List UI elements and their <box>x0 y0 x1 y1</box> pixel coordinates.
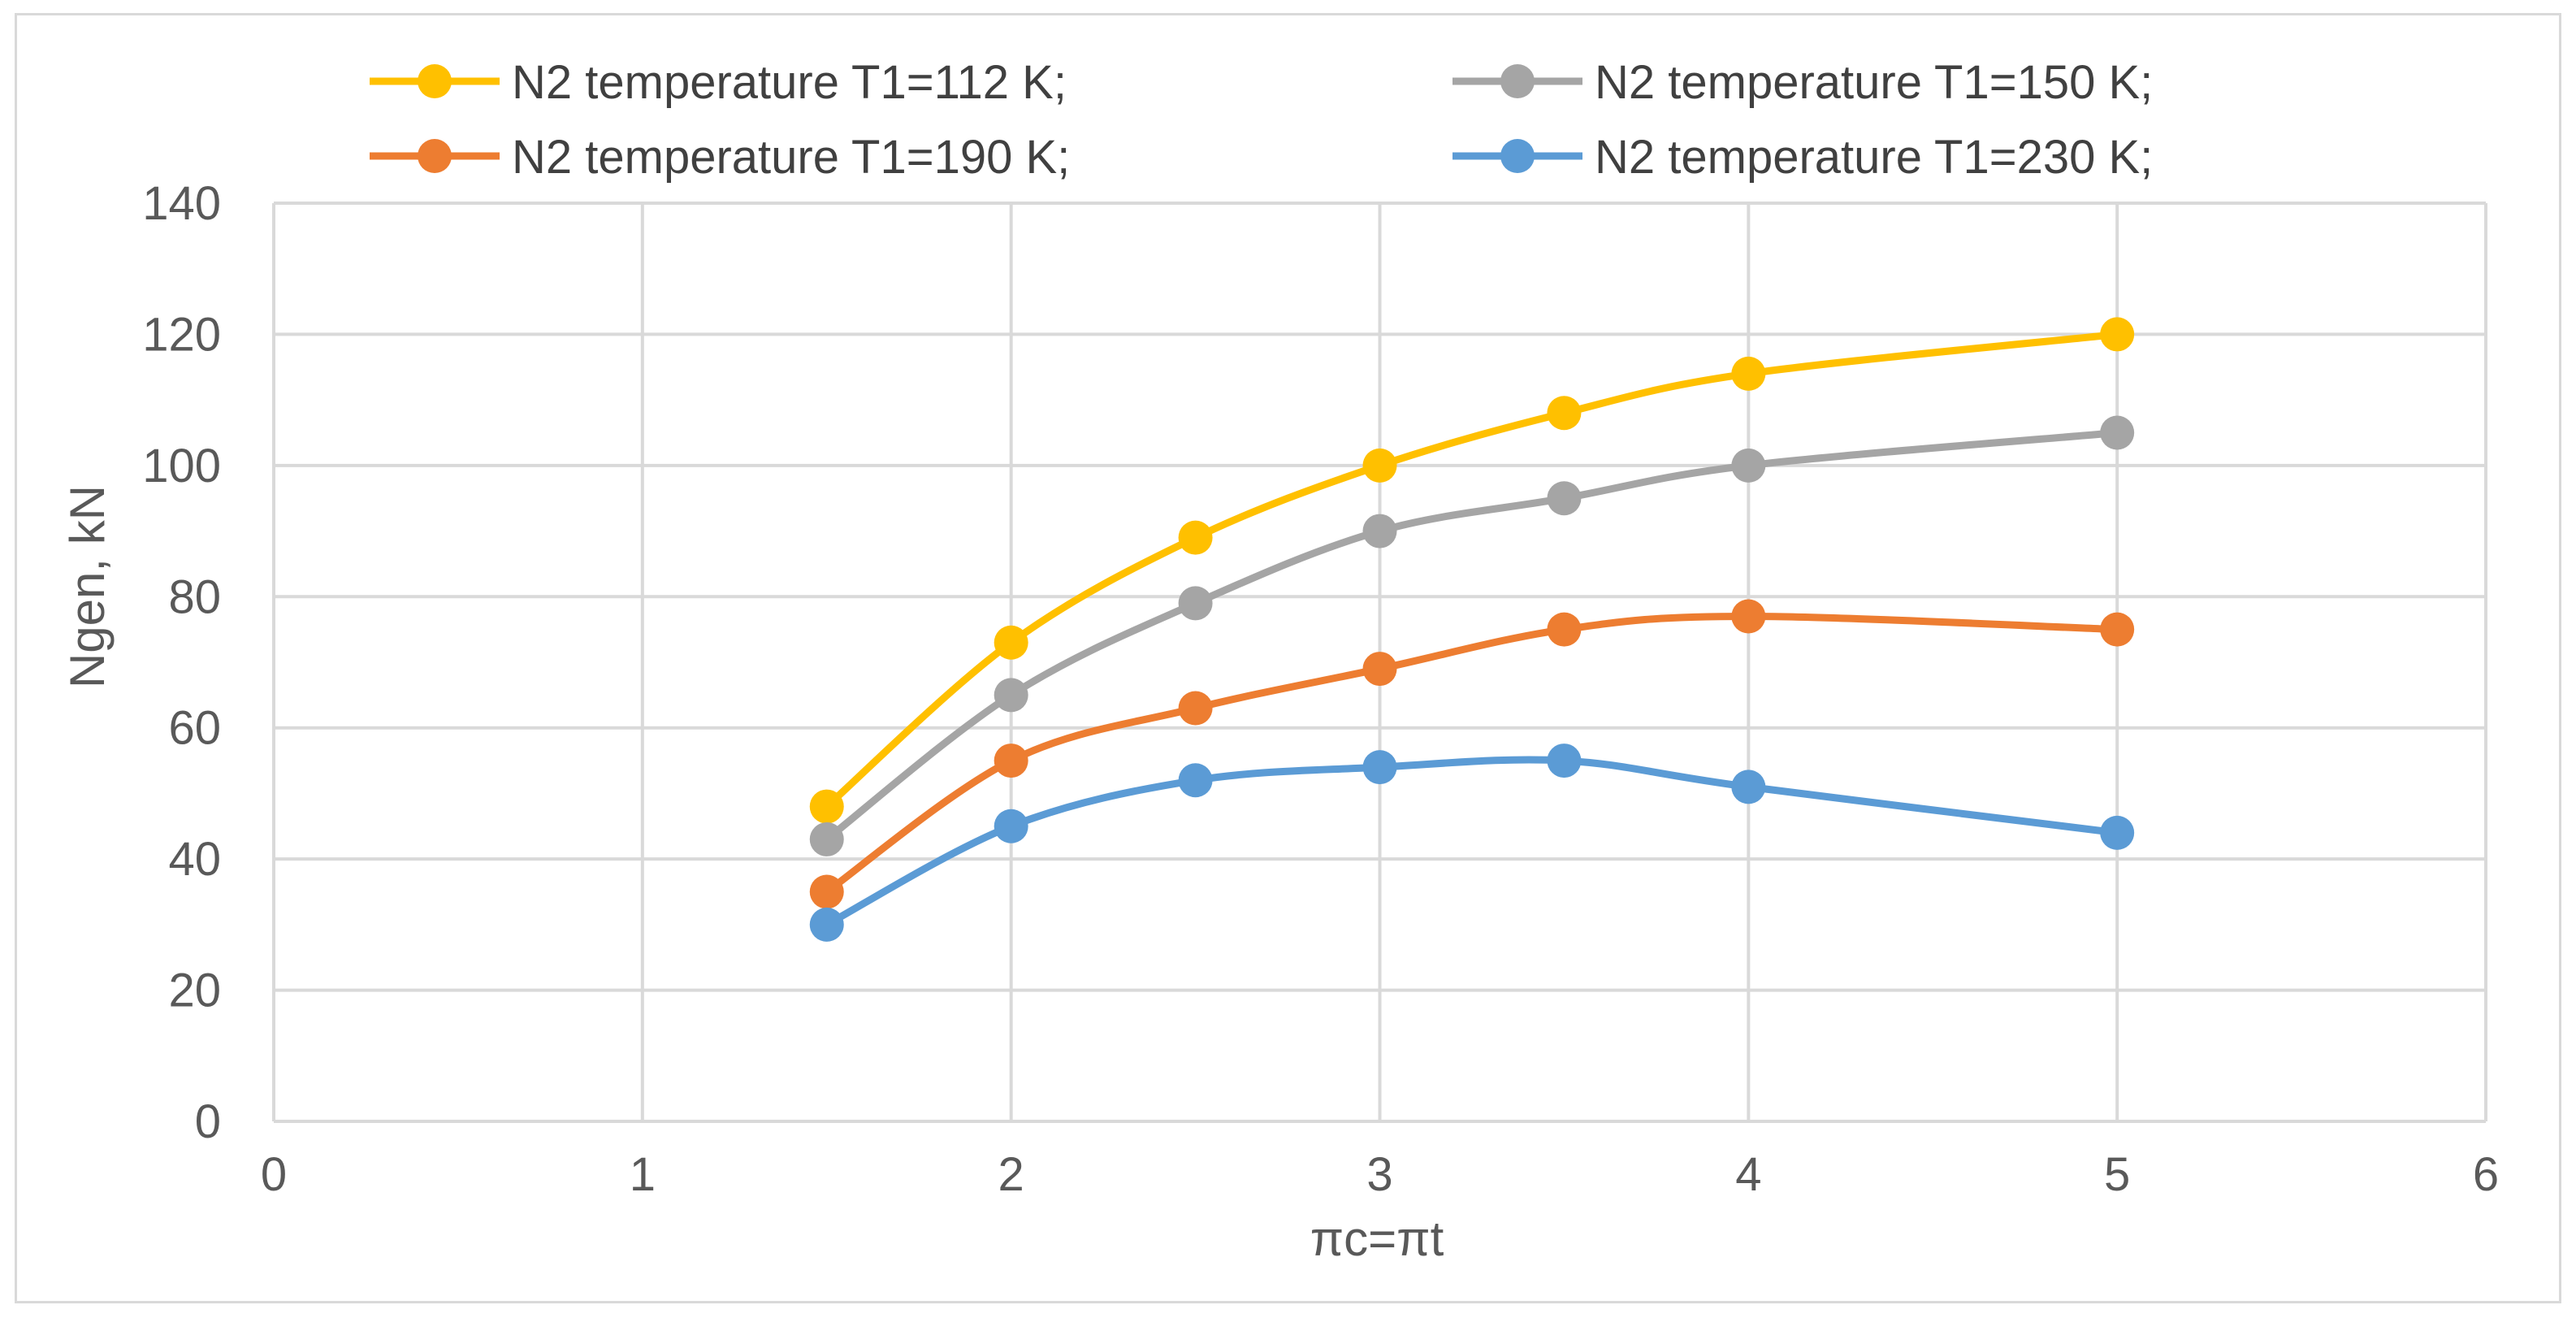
chart-frame <box>15 13 2561 1303</box>
legend-label: N2 temperature T1=190 K; <box>512 131 1070 184</box>
y-tick-label: 60 <box>168 702 221 755</box>
x-tick-label: 2 <box>998 1148 1024 1201</box>
y-tick-label: 0 <box>195 1095 221 1148</box>
data-point <box>1362 652 1397 687</box>
y-tick-label: 80 <box>168 570 221 623</box>
data-point <box>1731 356 1766 391</box>
x-tick-label: 1 <box>630 1148 656 1201</box>
data-point <box>1362 448 1397 483</box>
x-tick-label: 5 <box>2104 1148 2130 1201</box>
data-point <box>1731 599 1766 634</box>
data-point <box>994 678 1028 713</box>
data-point <box>994 744 1028 778</box>
legend-label: N2 temperature T1=230 K; <box>1595 131 2153 184</box>
x-tick-label: 4 <box>1735 1148 1761 1201</box>
data-point <box>1178 763 1213 798</box>
data-point <box>2100 317 2135 352</box>
series-2 <box>809 415 2135 856</box>
axes <box>272 203 2486 1123</box>
data-point <box>1178 520 1213 555</box>
x-tick-label: 0 <box>261 1148 287 1201</box>
series-line <box>823 330 2121 811</box>
legend-entry: N2 temperature T1=190 K; <box>370 131 1070 184</box>
data-point <box>1547 481 1582 516</box>
data-point <box>1731 448 1766 483</box>
legend-label: N2 temperature T1=112 K; <box>512 56 1067 109</box>
data-point <box>1547 612 1582 647</box>
y-tick-label: 120 <box>142 308 221 361</box>
series-line <box>823 756 2121 929</box>
legend-entry: N2 temperature T1=150 K; <box>1453 56 2153 109</box>
series-4 <box>809 744 2135 942</box>
legend-entry: N2 temperature T1=112 K; <box>370 56 1067 109</box>
data-point <box>2100 815 2135 850</box>
y-tick-label: 140 <box>142 177 221 230</box>
data-point <box>1362 750 1397 785</box>
y-tick-label: 40 <box>168 833 221 886</box>
legend-swatch-marker <box>1500 64 1535 98</box>
legend-entry: N2 temperature T1=230 K; <box>1453 131 2153 184</box>
data-point <box>2100 415 2135 450</box>
data-series <box>809 317 2135 942</box>
data-point <box>994 809 1028 843</box>
series-3 <box>809 599 2135 909</box>
data-point <box>1547 396 1582 431</box>
y-tick-label: 100 <box>142 440 221 492</box>
data-point <box>809 789 844 824</box>
data-point <box>809 907 844 942</box>
data-point <box>809 822 844 856</box>
data-point <box>1731 770 1766 804</box>
data-point <box>994 625 1028 660</box>
legend-swatch-marker <box>1500 139 1535 173</box>
legend-label: N2 temperature T1=150 K; <box>1595 56 2153 109</box>
data-point <box>1178 586 1213 621</box>
series-1 <box>809 317 2135 824</box>
legend: N2 temperature T1=112 K; N2 temperature T… <box>370 56 2153 184</box>
x-axis-title: πc=πt <box>1310 1212 1444 1266</box>
data-point <box>1547 744 1582 778</box>
data-point <box>2100 612 2135 647</box>
data-point <box>809 874 844 909</box>
x-tick-label: 3 <box>1366 1148 1392 1201</box>
data-point <box>1178 691 1213 726</box>
y-axis-title: Ngen, kN <box>60 485 115 688</box>
y-tick-label: 20 <box>168 965 221 1017</box>
x-tick-label: 6 <box>2473 1148 2499 1201</box>
legend-swatch-marker <box>418 139 452 173</box>
legend-swatch-marker <box>418 64 452 98</box>
data-point <box>1362 514 1397 548</box>
